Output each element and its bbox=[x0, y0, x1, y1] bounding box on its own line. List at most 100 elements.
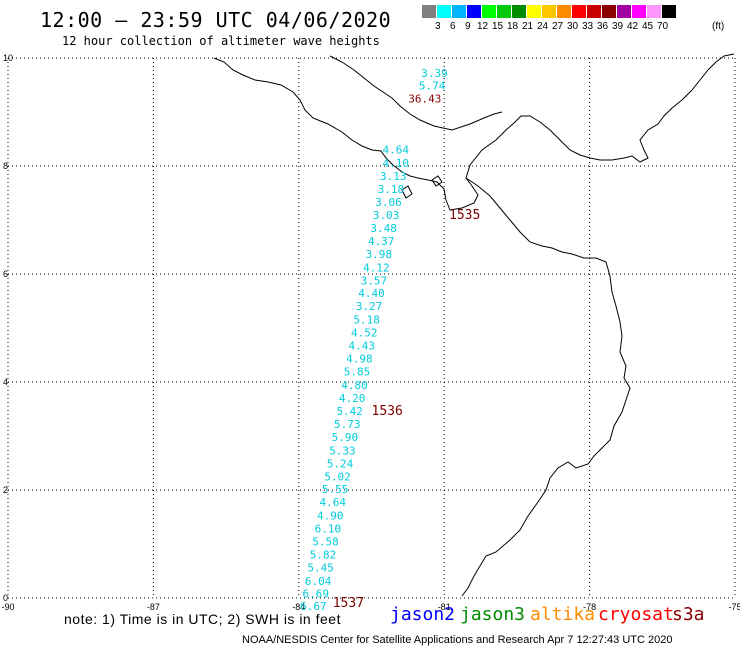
wave-height-label: 4.80 bbox=[341, 379, 368, 392]
lat-lon-grid: -90 -87 -84 -81 -78 -75 0 2 4 6 8 10 bbox=[1, 53, 740, 612]
satellite-label-jason3: jason3 bbox=[460, 604, 526, 625]
coastline bbox=[213, 53, 735, 597]
legend-label: 18 bbox=[507, 21, 519, 32]
legend-swatch bbox=[572, 5, 587, 18]
wave-height-label: 4.12 bbox=[363, 261, 390, 274]
coastline-gulf-segment bbox=[329, 55, 503, 131]
wave-height-label: 3.57 bbox=[361, 274, 388, 287]
legend-swatch bbox=[452, 5, 467, 18]
wave-height-label: 5.24 bbox=[327, 457, 354, 470]
wave-height-label: 4.64 bbox=[382, 144, 409, 157]
legend-label: 36 bbox=[597, 21, 609, 32]
legend-swatch bbox=[662, 5, 677, 18]
wave-height-label: 4.37 bbox=[368, 235, 395, 248]
wave-height-label: 4.40 bbox=[358, 287, 385, 300]
legend-label: 45 bbox=[642, 21, 654, 32]
wave-height-label: 5.55 bbox=[322, 483, 349, 496]
island bbox=[401, 185, 413, 199]
satellite-label-cryosat: cryosat bbox=[598, 604, 674, 625]
pass-times: 1535 1536 1537 bbox=[333, 208, 481, 611]
legend-swatch bbox=[647, 5, 662, 18]
legend-swatch bbox=[422, 5, 437, 18]
legend-swatch bbox=[542, 5, 557, 18]
altimeter-observations: 3.395.7436.434.644.103.133.183.063.033.4… bbox=[300, 67, 448, 613]
lat-tick-label: 2 bbox=[3, 485, 8, 495]
wave-height-label: 5.42 bbox=[336, 405, 363, 418]
coastline-south-segment bbox=[461, 177, 631, 597]
wave-height-label: 6.04 bbox=[305, 575, 332, 588]
footnote: note: 1) Time is in UTC; 2) SWH is in fe… bbox=[64, 611, 341, 627]
legend-label: 3 bbox=[435, 21, 441, 32]
wave-height-label: 4.20 bbox=[339, 392, 366, 405]
wave-height-label: 3.27 bbox=[356, 300, 383, 313]
wave-height-label: 3.18 bbox=[378, 183, 405, 196]
wave-height-label: 5.45 bbox=[307, 562, 334, 575]
wave-height-label: 6.67 bbox=[300, 600, 327, 613]
wave-height-label: 6.10 bbox=[315, 523, 342, 536]
wave-height-label: 5.85 bbox=[344, 366, 371, 379]
lon-tick-label: -90 bbox=[1, 602, 14, 612]
legend-swatch bbox=[512, 5, 527, 18]
legend-label: 9 bbox=[465, 21, 471, 32]
pass-time-label: 1535 bbox=[449, 208, 480, 223]
map-subtitle: 12 hour collection of altimeter wave hei… bbox=[62, 34, 380, 48]
wave-height-label: 3.98 bbox=[366, 248, 393, 261]
lon-tick-label: -78 bbox=[583, 602, 596, 612]
wave-height-label: 5.02 bbox=[324, 470, 351, 483]
wave-height-label: 5.73 bbox=[334, 418, 361, 431]
legend-swatch bbox=[557, 5, 572, 18]
wave-height-label: 3.39 bbox=[421, 67, 448, 80]
legend-label: 6 bbox=[450, 21, 456, 32]
color-legend: 3 6 9 12 15 18 21 24 27 30 33 36 39 42 45 70 (ft) bbox=[422, 5, 724, 32]
legend-label: 24 bbox=[537, 21, 549, 32]
map-title: 12:00 – 23:59 UTC 04/06/2020 bbox=[40, 8, 392, 32]
lat-tick-label: 0 bbox=[3, 593, 8, 603]
legend-swatch bbox=[587, 5, 602, 18]
legend-swatch bbox=[497, 5, 512, 18]
wave-height-label: 3.03 bbox=[373, 209, 400, 222]
wave-height-label: 4.98 bbox=[346, 353, 373, 366]
pass-time-label: 1537 bbox=[333, 596, 364, 611]
legend-swatch bbox=[467, 5, 482, 18]
wave-height-label: 5.74 bbox=[419, 79, 446, 92]
wave-height-label: 3.48 bbox=[370, 222, 397, 235]
legend-label: 27 bbox=[552, 21, 564, 32]
legend-color-bar bbox=[422, 5, 677, 18]
legend-swatch bbox=[632, 5, 647, 18]
wave-height-label: 4.43 bbox=[349, 340, 376, 353]
lat-tick-label: 10 bbox=[3, 53, 13, 63]
lon-tick-label: -75 bbox=[728, 602, 740, 612]
satellite-label-jason2: jason2 bbox=[390, 604, 456, 625]
wave-height-label: 3.13 bbox=[380, 170, 407, 183]
lat-tick-label: 6 bbox=[3, 269, 8, 279]
lon-tick-label: -81 bbox=[438, 602, 451, 612]
wave-height-label: 4.90 bbox=[317, 510, 344, 523]
lat-tick-label: 4 bbox=[3, 377, 8, 387]
wave-height-label: 4.64 bbox=[319, 496, 346, 509]
legend-labels: 3 6 9 12 15 18 21 24 27 30 33 36 39 42 45 70 bbox=[422, 21, 740, 33]
coastline-north-segment bbox=[213, 53, 735, 211]
satellite-label-s3a: s3a bbox=[672, 604, 705, 625]
lat-tick-label: 8 bbox=[3, 161, 8, 171]
legend-label: 42 bbox=[627, 21, 639, 32]
wave-height-label: 5.82 bbox=[310, 549, 337, 562]
legend-swatch bbox=[482, 5, 497, 18]
legend-unit: (ft) bbox=[712, 21, 725, 32]
legend-label: 39 bbox=[612, 21, 624, 32]
satellite-label-altika: altika bbox=[530, 604, 596, 625]
island bbox=[431, 175, 443, 187]
legend-swatch bbox=[527, 5, 542, 18]
legend-label: 70 bbox=[657, 21, 669, 32]
legend-label: 21 bbox=[522, 21, 534, 32]
wave-height-label: 4.10 bbox=[382, 157, 409, 170]
pass-time-label: 1536 bbox=[372, 404, 403, 419]
legend-label: 30 bbox=[567, 21, 579, 32]
legend-swatch bbox=[602, 5, 617, 18]
wave-height-label: 6.69 bbox=[303, 587, 330, 600]
wave-height-label: 4.52 bbox=[351, 327, 378, 340]
wave-height-label: 5.18 bbox=[353, 314, 380, 327]
lon-tick-label: -87 bbox=[147, 602, 160, 612]
legend-label: 12 bbox=[477, 21, 489, 32]
wave-height-label: 36.43 bbox=[408, 92, 441, 105]
